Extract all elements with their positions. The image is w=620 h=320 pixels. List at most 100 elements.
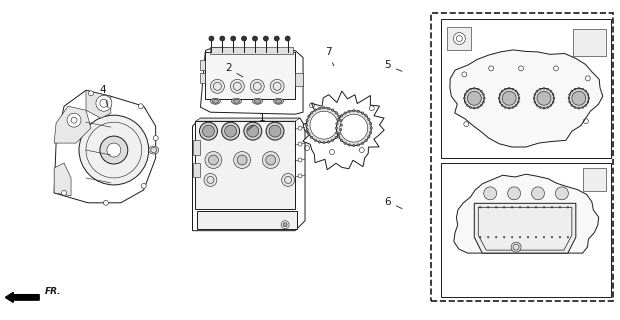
- Circle shape: [495, 206, 497, 208]
- Circle shape: [539, 88, 541, 90]
- Circle shape: [484, 97, 485, 99]
- Circle shape: [482, 101, 484, 103]
- Circle shape: [306, 108, 342, 143]
- Circle shape: [337, 136, 340, 138]
- Circle shape: [537, 91, 551, 105]
- Circle shape: [311, 112, 313, 114]
- Circle shape: [464, 88, 484, 108]
- Polygon shape: [205, 52, 295, 99]
- Circle shape: [582, 88, 583, 90]
- Circle shape: [508, 87, 510, 89]
- Circle shape: [332, 109, 334, 111]
- Circle shape: [480, 90, 482, 92]
- Circle shape: [469, 107, 471, 108]
- Circle shape: [469, 88, 471, 90]
- Circle shape: [578, 87, 580, 89]
- Circle shape: [337, 118, 340, 121]
- Circle shape: [551, 236, 553, 238]
- Circle shape: [314, 139, 316, 141]
- Ellipse shape: [252, 98, 262, 104]
- Circle shape: [536, 104, 538, 106]
- Circle shape: [340, 124, 343, 126]
- Circle shape: [203, 125, 215, 137]
- Text: 5: 5: [384, 60, 402, 71]
- Circle shape: [505, 107, 506, 108]
- Ellipse shape: [275, 99, 281, 103]
- Polygon shape: [200, 47, 303, 114]
- Circle shape: [336, 132, 338, 134]
- Polygon shape: [441, 19, 611, 158]
- Circle shape: [370, 127, 373, 129]
- Polygon shape: [432, 13, 613, 301]
- Circle shape: [89, 91, 94, 96]
- Circle shape: [368, 118, 370, 121]
- Circle shape: [574, 107, 576, 108]
- Circle shape: [572, 91, 586, 105]
- Circle shape: [518, 97, 520, 99]
- Circle shape: [337, 111, 371, 146]
- Circle shape: [512, 107, 514, 108]
- Ellipse shape: [231, 98, 241, 104]
- Circle shape: [344, 112, 347, 114]
- Circle shape: [587, 101, 589, 103]
- Circle shape: [578, 107, 580, 109]
- Circle shape: [247, 125, 259, 137]
- Circle shape: [515, 104, 517, 106]
- Circle shape: [585, 104, 587, 106]
- Circle shape: [357, 110, 360, 113]
- Circle shape: [107, 143, 121, 157]
- Text: 6: 6: [384, 197, 402, 209]
- Ellipse shape: [273, 98, 283, 104]
- Polygon shape: [295, 73, 303, 86]
- Circle shape: [567, 206, 569, 208]
- Circle shape: [242, 36, 247, 41]
- Circle shape: [534, 88, 554, 108]
- Circle shape: [314, 109, 316, 111]
- Polygon shape: [54, 106, 91, 143]
- Ellipse shape: [210, 98, 220, 104]
- Circle shape: [536, 90, 538, 92]
- Circle shape: [512, 236, 513, 238]
- Circle shape: [518, 93, 519, 95]
- Circle shape: [477, 107, 479, 108]
- Circle shape: [234, 152, 250, 168]
- Circle shape: [466, 90, 468, 92]
- Circle shape: [353, 144, 355, 147]
- Circle shape: [252, 36, 257, 41]
- Circle shape: [327, 141, 330, 143]
- Circle shape: [569, 88, 589, 108]
- Ellipse shape: [234, 99, 239, 103]
- Circle shape: [79, 115, 149, 185]
- Circle shape: [138, 104, 143, 109]
- Circle shape: [467, 91, 481, 105]
- Circle shape: [512, 206, 513, 208]
- Circle shape: [499, 88, 519, 108]
- Circle shape: [308, 115, 310, 118]
- Circle shape: [474, 87, 475, 89]
- Circle shape: [266, 122, 284, 140]
- Circle shape: [332, 139, 334, 141]
- Circle shape: [370, 132, 372, 134]
- Circle shape: [340, 115, 343, 117]
- Circle shape: [231, 79, 244, 93]
- Circle shape: [556, 187, 569, 200]
- Circle shape: [569, 101, 570, 103]
- Text: 7: 7: [325, 47, 334, 66]
- Circle shape: [482, 93, 484, 95]
- Circle shape: [502, 91, 516, 105]
- Circle shape: [340, 139, 343, 142]
- Circle shape: [283, 223, 287, 227]
- Circle shape: [274, 36, 279, 41]
- Polygon shape: [54, 163, 71, 196]
- Circle shape: [501, 104, 503, 106]
- FancyArrow shape: [6, 292, 39, 302]
- Circle shape: [298, 174, 302, 178]
- Circle shape: [543, 107, 545, 109]
- Polygon shape: [193, 118, 305, 231]
- Circle shape: [533, 97, 535, 99]
- Circle shape: [464, 93, 466, 95]
- Circle shape: [559, 206, 560, 208]
- Circle shape: [344, 142, 347, 144]
- Polygon shape: [474, 203, 576, 253]
- Circle shape: [308, 133, 310, 135]
